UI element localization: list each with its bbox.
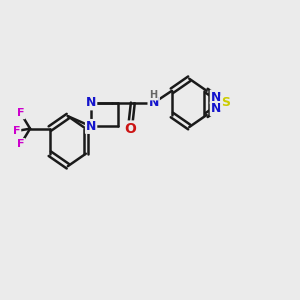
Text: N: N — [148, 96, 159, 110]
Text: N: N — [211, 102, 221, 115]
Text: N: N — [86, 96, 96, 110]
Text: F: F — [17, 139, 25, 149]
Text: N: N — [211, 91, 221, 103]
Text: N: N — [86, 120, 96, 133]
Text: F: F — [13, 126, 20, 136]
Text: F: F — [17, 108, 25, 118]
Text: O: O — [124, 122, 136, 136]
Text: H: H — [150, 90, 158, 100]
Text: S: S — [221, 96, 230, 110]
